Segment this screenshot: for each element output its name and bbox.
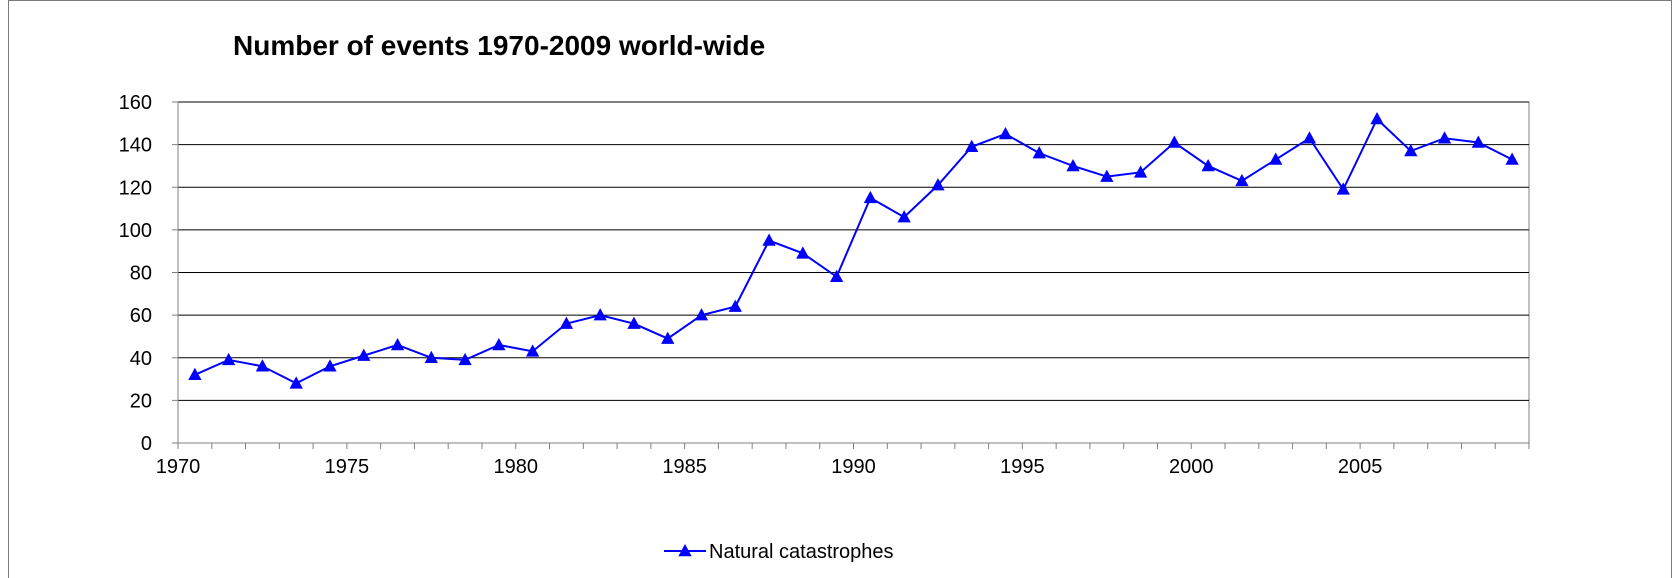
data-point-marker xyxy=(1336,182,1350,195)
axes xyxy=(172,101,1530,449)
legend-marker xyxy=(678,544,692,557)
y-tick-label: 160 xyxy=(119,92,152,114)
data-point-marker xyxy=(627,316,641,329)
y-tick-label: 40 xyxy=(130,348,152,370)
data-point-marker xyxy=(1066,158,1080,172)
data-point-marker xyxy=(1404,144,1418,157)
data-point-marker xyxy=(1370,112,1384,125)
data-point-marker xyxy=(525,344,540,357)
legend-label: Natural catastrophes xyxy=(709,541,894,563)
data-point-marker xyxy=(593,308,607,321)
data-point-marker xyxy=(255,359,270,372)
y-tick-label: 80 xyxy=(130,263,152,285)
data-point-marker xyxy=(1133,165,1148,178)
data-point-marker xyxy=(1471,135,1485,148)
data-point-marker xyxy=(931,178,945,191)
data-point-marker xyxy=(492,337,506,351)
x-tick-label: 1975 xyxy=(325,456,370,478)
data-point-marker xyxy=(897,210,911,223)
data-point-marker xyxy=(1100,169,1114,182)
data-point-marker xyxy=(323,359,337,372)
x-tick-label: 1985 xyxy=(662,456,707,478)
data-point-marker xyxy=(1167,135,1182,148)
data-point-marker xyxy=(998,126,1013,140)
legend: Natural catastrophes xyxy=(664,541,894,563)
data-point-marker xyxy=(965,139,979,153)
y-tick-label: 0 xyxy=(141,433,152,455)
data-point-marker xyxy=(188,367,202,381)
x-tick-labels: 1970 1975 1980 1985 1990 1995 2000 2005 xyxy=(156,456,1383,478)
data-point-marker xyxy=(222,352,236,366)
data-point-marker xyxy=(1201,158,1215,172)
y-tick-label: 100 xyxy=(119,220,152,242)
data-point-marker xyxy=(728,299,742,312)
x-tick-label: 1990 xyxy=(831,456,876,478)
series-group xyxy=(188,112,1519,389)
series-line xyxy=(194,117,1513,385)
gridlines xyxy=(178,101,1529,401)
data-point-marker xyxy=(458,352,472,366)
data-point-marker xyxy=(1032,146,1046,159)
x-tick-label: 1980 xyxy=(494,456,539,478)
data-point-marker xyxy=(694,308,709,321)
x-tick-label: 2005 xyxy=(1338,456,1383,478)
y-tick-label: 20 xyxy=(130,390,152,412)
y-tick-label: 120 xyxy=(119,177,152,199)
x-tick-label: 2000 xyxy=(1169,456,1214,478)
data-point-marker xyxy=(1235,173,1249,187)
data-point-marker xyxy=(559,316,574,329)
data-point-marker xyxy=(796,246,810,259)
y-tick-label: 140 xyxy=(119,135,152,157)
data-point-marker xyxy=(1302,131,1317,144)
data-point-marker xyxy=(1505,152,1519,165)
x-tick-label: 1970 xyxy=(156,456,201,478)
data-point-marker xyxy=(1437,131,1452,144)
data-point-marker xyxy=(1269,152,1283,165)
y-tick-label: 60 xyxy=(130,305,152,327)
chart-title: Number of events 1970-2009 world-wide xyxy=(233,30,766,61)
data-point-marker xyxy=(390,337,405,351)
data-point-marker xyxy=(289,376,303,389)
x-tick-label: 1995 xyxy=(1000,456,1045,478)
y-tick-labels: 0 20 40 60 80 100 120 140 160 xyxy=(119,92,152,455)
data-point-marker xyxy=(357,348,371,361)
data-point-marker xyxy=(762,233,776,246)
data-point-marker xyxy=(829,269,844,283)
data-point-marker xyxy=(424,350,438,363)
data-point-marker xyxy=(863,190,878,204)
data-point-marker xyxy=(661,331,675,344)
